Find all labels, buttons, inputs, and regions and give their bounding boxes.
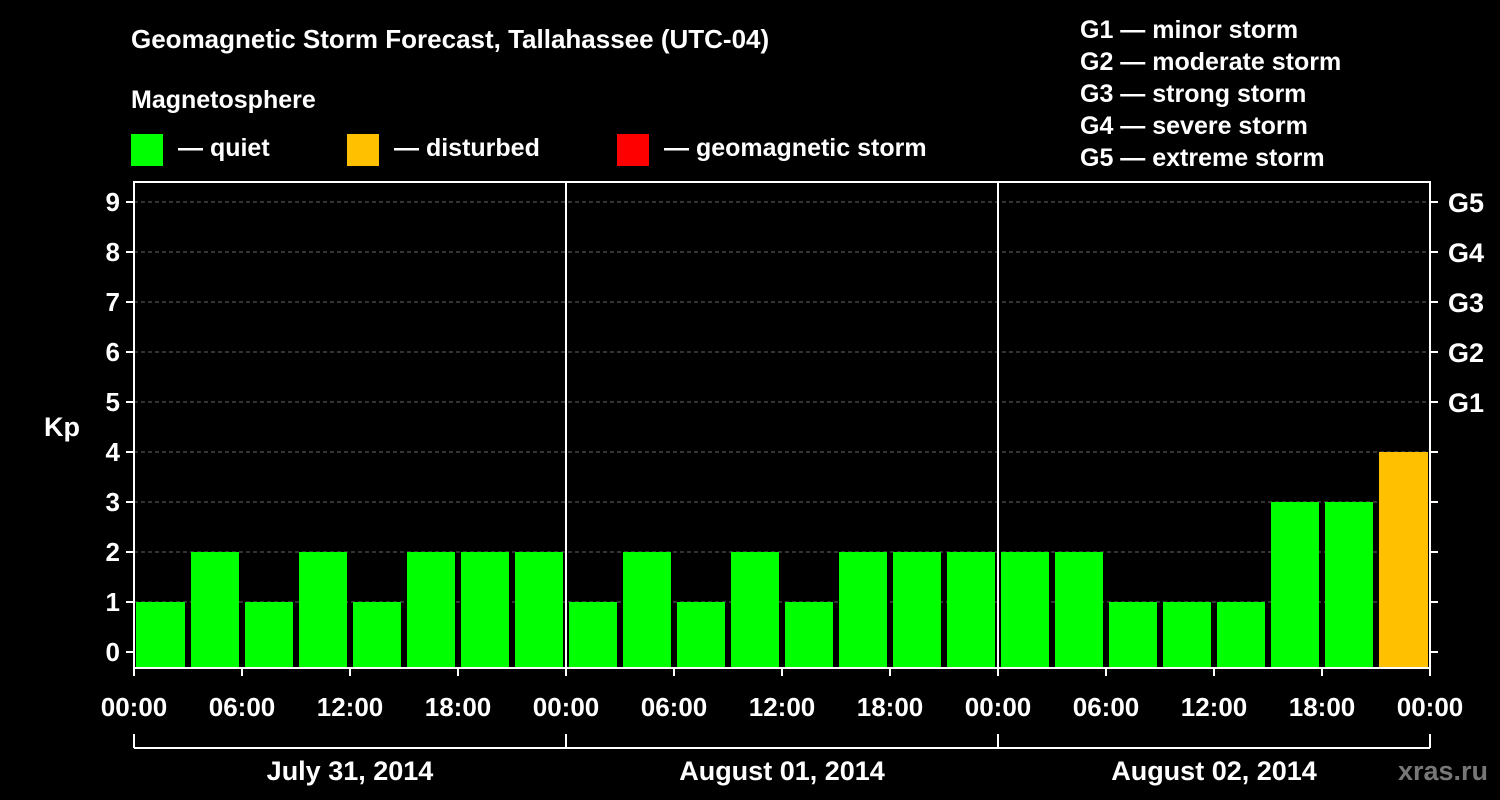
y-tick-label-8: 8 [106, 237, 120, 267]
kp-bar-13 [839, 552, 887, 668]
x-tick-label-5: 06:00 [641, 692, 708, 722]
day-label-0: July 31, 2014 [267, 756, 434, 786]
storm-scale-g1: G1 — minor storm [1080, 16, 1299, 44]
kp-bar-9 [623, 552, 671, 668]
kp-bar-17 [1055, 552, 1103, 668]
x-tick-label-8: 00:00 [965, 692, 1032, 722]
kp-bar-4 [353, 602, 401, 668]
kp-bar-18 [1109, 602, 1157, 668]
storm-scale-list: G1 — minor storm G2 — moderate storm G3 … [1080, 14, 1341, 174]
x-tick-label-3: 18:00 [425, 692, 492, 722]
g-level-label-2: G3 [1448, 288, 1484, 318]
storm-scale-g2: G2 — moderate storm [1080, 48, 1342, 76]
kp-bar-11 [731, 552, 779, 668]
y-tick-label-4: 4 [106, 437, 121, 467]
y-tick-label-5: 5 [106, 387, 120, 417]
y-tick-label-1: 1 [106, 587, 120, 617]
y-tick-label-7: 7 [106, 287, 120, 317]
x-tick-label-7: 18:00 [857, 692, 924, 722]
chart-title: Geomagnetic Storm Forecast, Tallahassee … [131, 24, 770, 54]
x-tick-label-0: 00:00 [101, 692, 168, 722]
y-tick-label-2: 2 [106, 537, 120, 567]
x-tick-label-9: 06:00 [1073, 692, 1140, 722]
x-tick-label-4: 00:00 [533, 692, 600, 722]
kp-bar-6 [461, 552, 509, 668]
x-tick-label-12: 00:00 [1397, 692, 1464, 722]
kp-bar-2 [245, 602, 293, 668]
legend-swatch-disturbed [347, 134, 379, 166]
day-label-2: August 02, 2014 [1111, 756, 1317, 786]
x-tick-label-10: 12:00 [1181, 692, 1248, 722]
g-level-label-0: G1 [1448, 388, 1484, 418]
storm-scale-g4: G4 — severe storm [1080, 112, 1308, 140]
kp-bar-1 [191, 552, 239, 668]
legend-label-quiet: — quiet [178, 134, 270, 162]
y-tick-label-0: 0 [106, 637, 120, 667]
y-tick-label-3: 3 [106, 487, 120, 517]
kp-bar-22 [1325, 502, 1373, 668]
legend-label-storm: — geomagnetic storm [664, 134, 927, 162]
y-tick-label-6: 6 [106, 337, 120, 367]
x-tick-label-2: 12:00 [317, 692, 384, 722]
y-axis-label: Kp [44, 412, 80, 442]
g-level-label-1: G2 [1448, 338, 1484, 368]
kp-bar-7 [515, 552, 563, 668]
day-label-1: August 01, 2014 [679, 756, 885, 786]
kp-bar-23 [1379, 452, 1428, 668]
x-tick-label-11: 18:00 [1289, 692, 1356, 722]
kp-bar-3 [299, 552, 347, 668]
g-level-label-4: G5 [1448, 188, 1484, 218]
watermark: xras.ru [1397, 756, 1488, 786]
x-tick-label-1: 06:00 [209, 692, 276, 722]
y-tick-label-9: 9 [106, 187, 120, 217]
legend-swatch-quiet [131, 134, 163, 166]
kp-bar-5 [407, 552, 455, 668]
kp-bar-21 [1271, 502, 1319, 668]
kp-bar-20 [1217, 602, 1265, 668]
legend-heading: Magnetosphere [131, 86, 316, 114]
kp-bar-12 [785, 602, 833, 668]
x-tick-label-6: 12:00 [749, 692, 816, 722]
legend-label-disturbed: — disturbed [394, 134, 540, 162]
kp-bar-0 [136, 602, 185, 668]
kp-bar-19 [1163, 602, 1211, 668]
g-level-label-3: G4 [1448, 238, 1484, 268]
kp-bar-15 [947, 552, 995, 668]
kp-bar-14 [893, 552, 941, 668]
storm-scale-g3: G3 — strong storm [1080, 80, 1307, 108]
kp-bar-10 [677, 602, 725, 668]
kp-bar-16 [1001, 552, 1049, 668]
kp-bar-8 [569, 602, 617, 668]
legend-swatch-storm [617, 134, 649, 166]
storm-scale-g5: G5 — extreme storm [1080, 144, 1325, 172]
